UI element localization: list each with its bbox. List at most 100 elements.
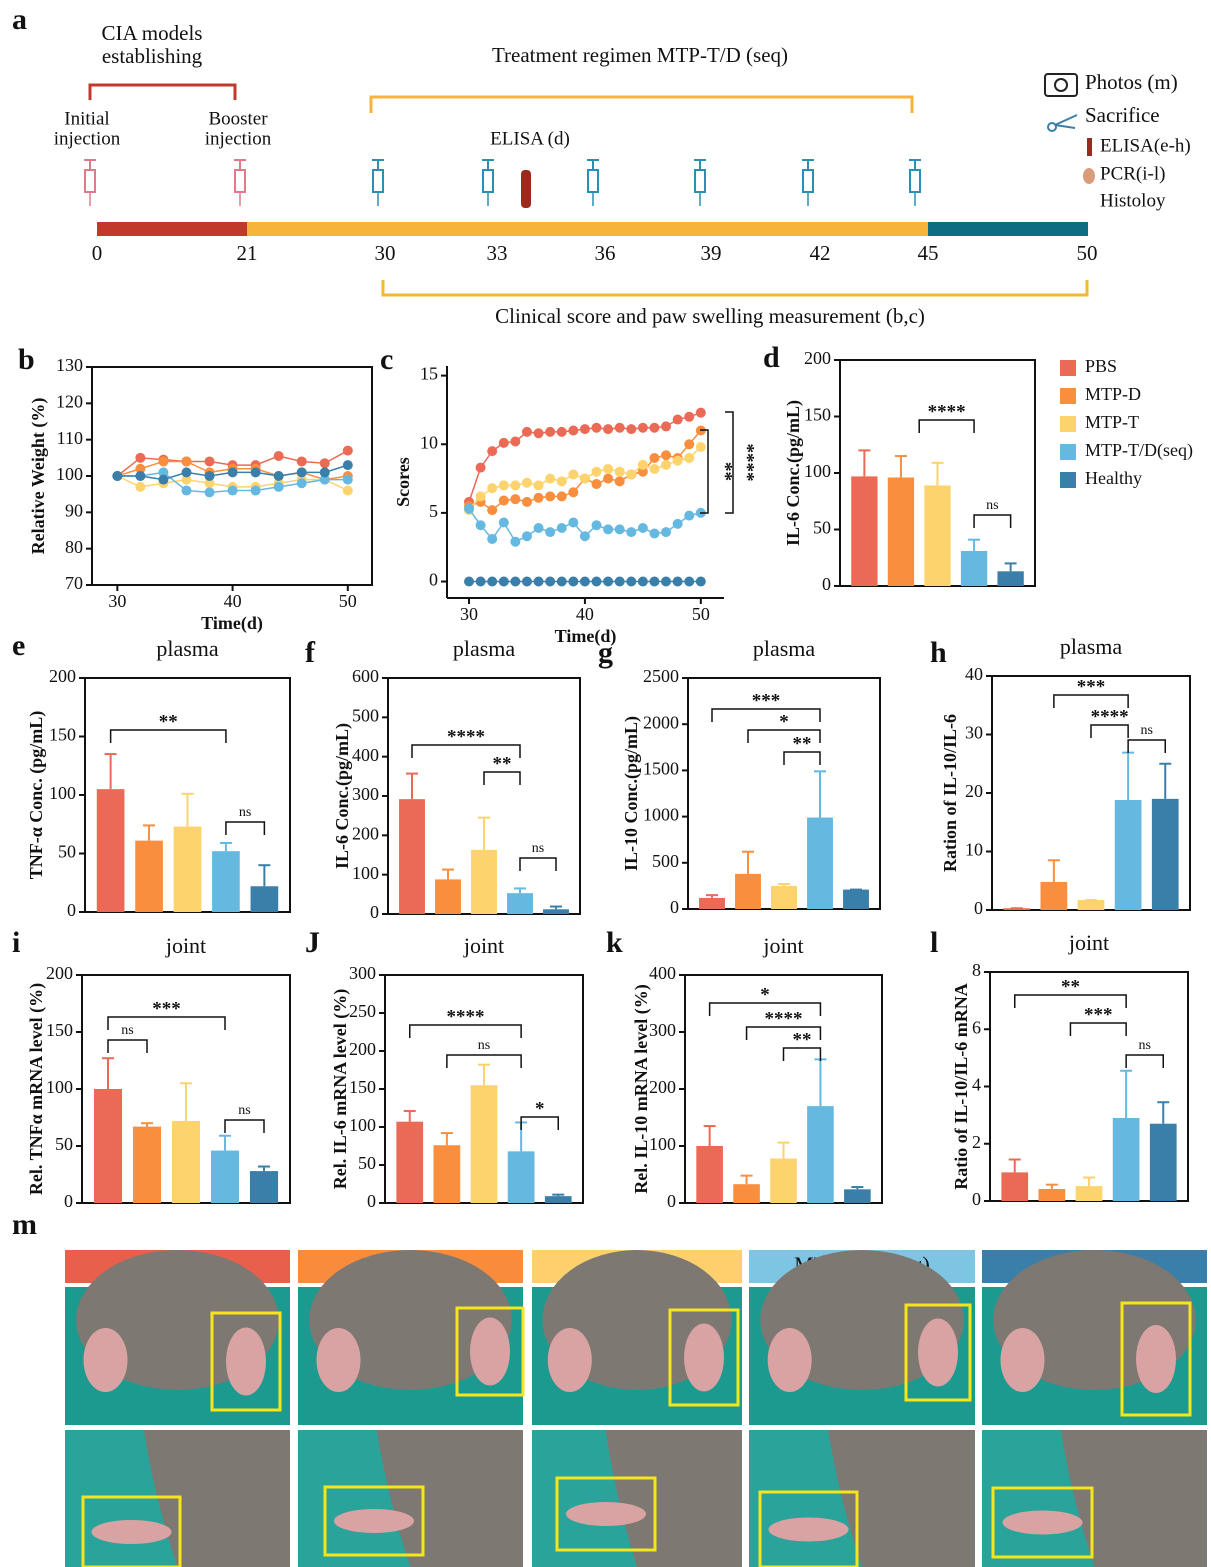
scissors-icon bbox=[1048, 115, 1077, 131]
y-tick-label: 10 bbox=[420, 432, 438, 452]
data-point bbox=[545, 427, 555, 437]
photo-paw bbox=[684, 1324, 724, 1392]
bar bbox=[97, 789, 125, 912]
error-bar bbox=[442, 870, 454, 880]
significance-label: ns bbox=[478, 1038, 490, 1053]
blood-tube bbox=[521, 170, 531, 208]
significance-label: *** bbox=[1084, 1004, 1113, 1025]
error-bar bbox=[552, 1195, 564, 1197]
significance-label: * bbox=[535, 1098, 545, 1119]
data-point bbox=[684, 577, 694, 587]
y-tick-label: 300 bbox=[352, 784, 379, 804]
syringe-icon bbox=[482, 160, 494, 206]
panel-label: g bbox=[598, 636, 613, 669]
data-point bbox=[638, 577, 648, 587]
significance-label: ** bbox=[159, 711, 178, 732]
chart-title: plasma bbox=[753, 636, 816, 661]
error-bar bbox=[1122, 753, 1134, 800]
bar bbox=[212, 851, 240, 912]
data-point bbox=[499, 517, 509, 527]
y-tick-label: 500 bbox=[652, 851, 679, 871]
bar bbox=[471, 1085, 498, 1203]
bar bbox=[699, 898, 725, 909]
bar bbox=[133, 1127, 161, 1203]
y-tick-label: 150 bbox=[49, 725, 76, 745]
data-point bbox=[673, 456, 683, 466]
bar bbox=[770, 1159, 797, 1203]
syringe-icon bbox=[694, 160, 706, 206]
error-bar bbox=[1048, 860, 1060, 882]
data-point bbox=[684, 439, 694, 449]
panel-label: b bbox=[18, 343, 35, 376]
bar bbox=[396, 1122, 423, 1203]
bar bbox=[172, 1121, 200, 1203]
panel-label: l bbox=[930, 926, 938, 959]
y-axis-label: TNF-α Conc. (pg/mL) bbox=[26, 711, 47, 880]
significance-label: * bbox=[779, 711, 789, 732]
significance-label: ns bbox=[1138, 1038, 1150, 1053]
error-bar bbox=[441, 1133, 453, 1145]
bar bbox=[251, 886, 279, 912]
y-axis-label: Ration of IL-10/IL-6 bbox=[940, 714, 960, 872]
error-bar bbox=[102, 1058, 114, 1089]
y-axis-label: IL-10 Conc.(pg/mL) bbox=[621, 716, 642, 871]
data-point bbox=[557, 577, 567, 587]
data-point bbox=[603, 424, 613, 434]
data-point bbox=[343, 460, 353, 470]
significance-label: *** bbox=[1077, 676, 1106, 697]
error-bar bbox=[180, 1083, 192, 1121]
key-label: PCR(i-l) bbox=[1100, 163, 1165, 184]
significance-label: ** bbox=[793, 733, 812, 754]
significance-label: *** bbox=[152, 998, 181, 1019]
y-tick-label: 400 bbox=[649, 963, 676, 983]
significance-bracket bbox=[974, 515, 1011, 528]
data-point bbox=[297, 478, 307, 488]
y-tick-label: 200 bbox=[46, 963, 73, 983]
error-bar bbox=[1159, 764, 1171, 799]
x-tick-label: 30 bbox=[108, 591, 126, 611]
legend-swatch bbox=[1060, 416, 1076, 432]
timeline-segment bbox=[928, 222, 1088, 236]
measurement-label: Clinical score and paw swelling measurem… bbox=[495, 304, 925, 328]
syringe-part bbox=[695, 170, 705, 192]
bar bbox=[545, 1196, 572, 1203]
y-axis-label: IL-6 Conc.(pg/mL) bbox=[783, 400, 804, 546]
y-tick-label: 1500 bbox=[643, 759, 679, 779]
bar bbox=[888, 478, 914, 586]
data-point bbox=[592, 520, 602, 530]
data-point bbox=[615, 476, 625, 486]
significance-label: **** bbox=[737, 444, 758, 482]
data-point bbox=[545, 491, 555, 501]
error-bar bbox=[550, 907, 562, 910]
panel-label: c bbox=[380, 343, 393, 376]
data-point bbox=[510, 480, 520, 490]
y-tick-label: 2500 bbox=[643, 666, 679, 686]
data-point bbox=[476, 491, 486, 501]
y-tick-label: 100 bbox=[804, 461, 831, 481]
panel-label: e bbox=[12, 629, 25, 662]
y-tick-label: 0 bbox=[64, 1191, 73, 1211]
y-tick-label: 600 bbox=[352, 666, 379, 686]
data-point bbox=[135, 482, 145, 492]
photo-paw bbox=[918, 1319, 958, 1387]
data-point bbox=[135, 471, 145, 481]
data-point bbox=[696, 442, 706, 452]
booster-label: Booster bbox=[208, 108, 268, 129]
data-point bbox=[684, 412, 694, 422]
data-point bbox=[297, 456, 307, 466]
bar bbox=[807, 818, 833, 909]
data-point bbox=[522, 577, 532, 587]
chart-title: plasma bbox=[453, 636, 516, 661]
y-tick-label: 2000 bbox=[643, 712, 679, 732]
bar bbox=[696, 1146, 723, 1203]
data-point bbox=[615, 423, 625, 433]
photo-paw bbox=[566, 1502, 646, 1526]
data-point bbox=[534, 493, 544, 503]
error-bar bbox=[258, 1167, 270, 1172]
data-point bbox=[499, 438, 509, 448]
y-tick-label: 130 bbox=[56, 355, 83, 375]
bar bbox=[135, 841, 163, 912]
data-point bbox=[534, 480, 544, 490]
error-bar bbox=[778, 1143, 790, 1159]
y-tick-label: 300 bbox=[649, 1020, 676, 1040]
